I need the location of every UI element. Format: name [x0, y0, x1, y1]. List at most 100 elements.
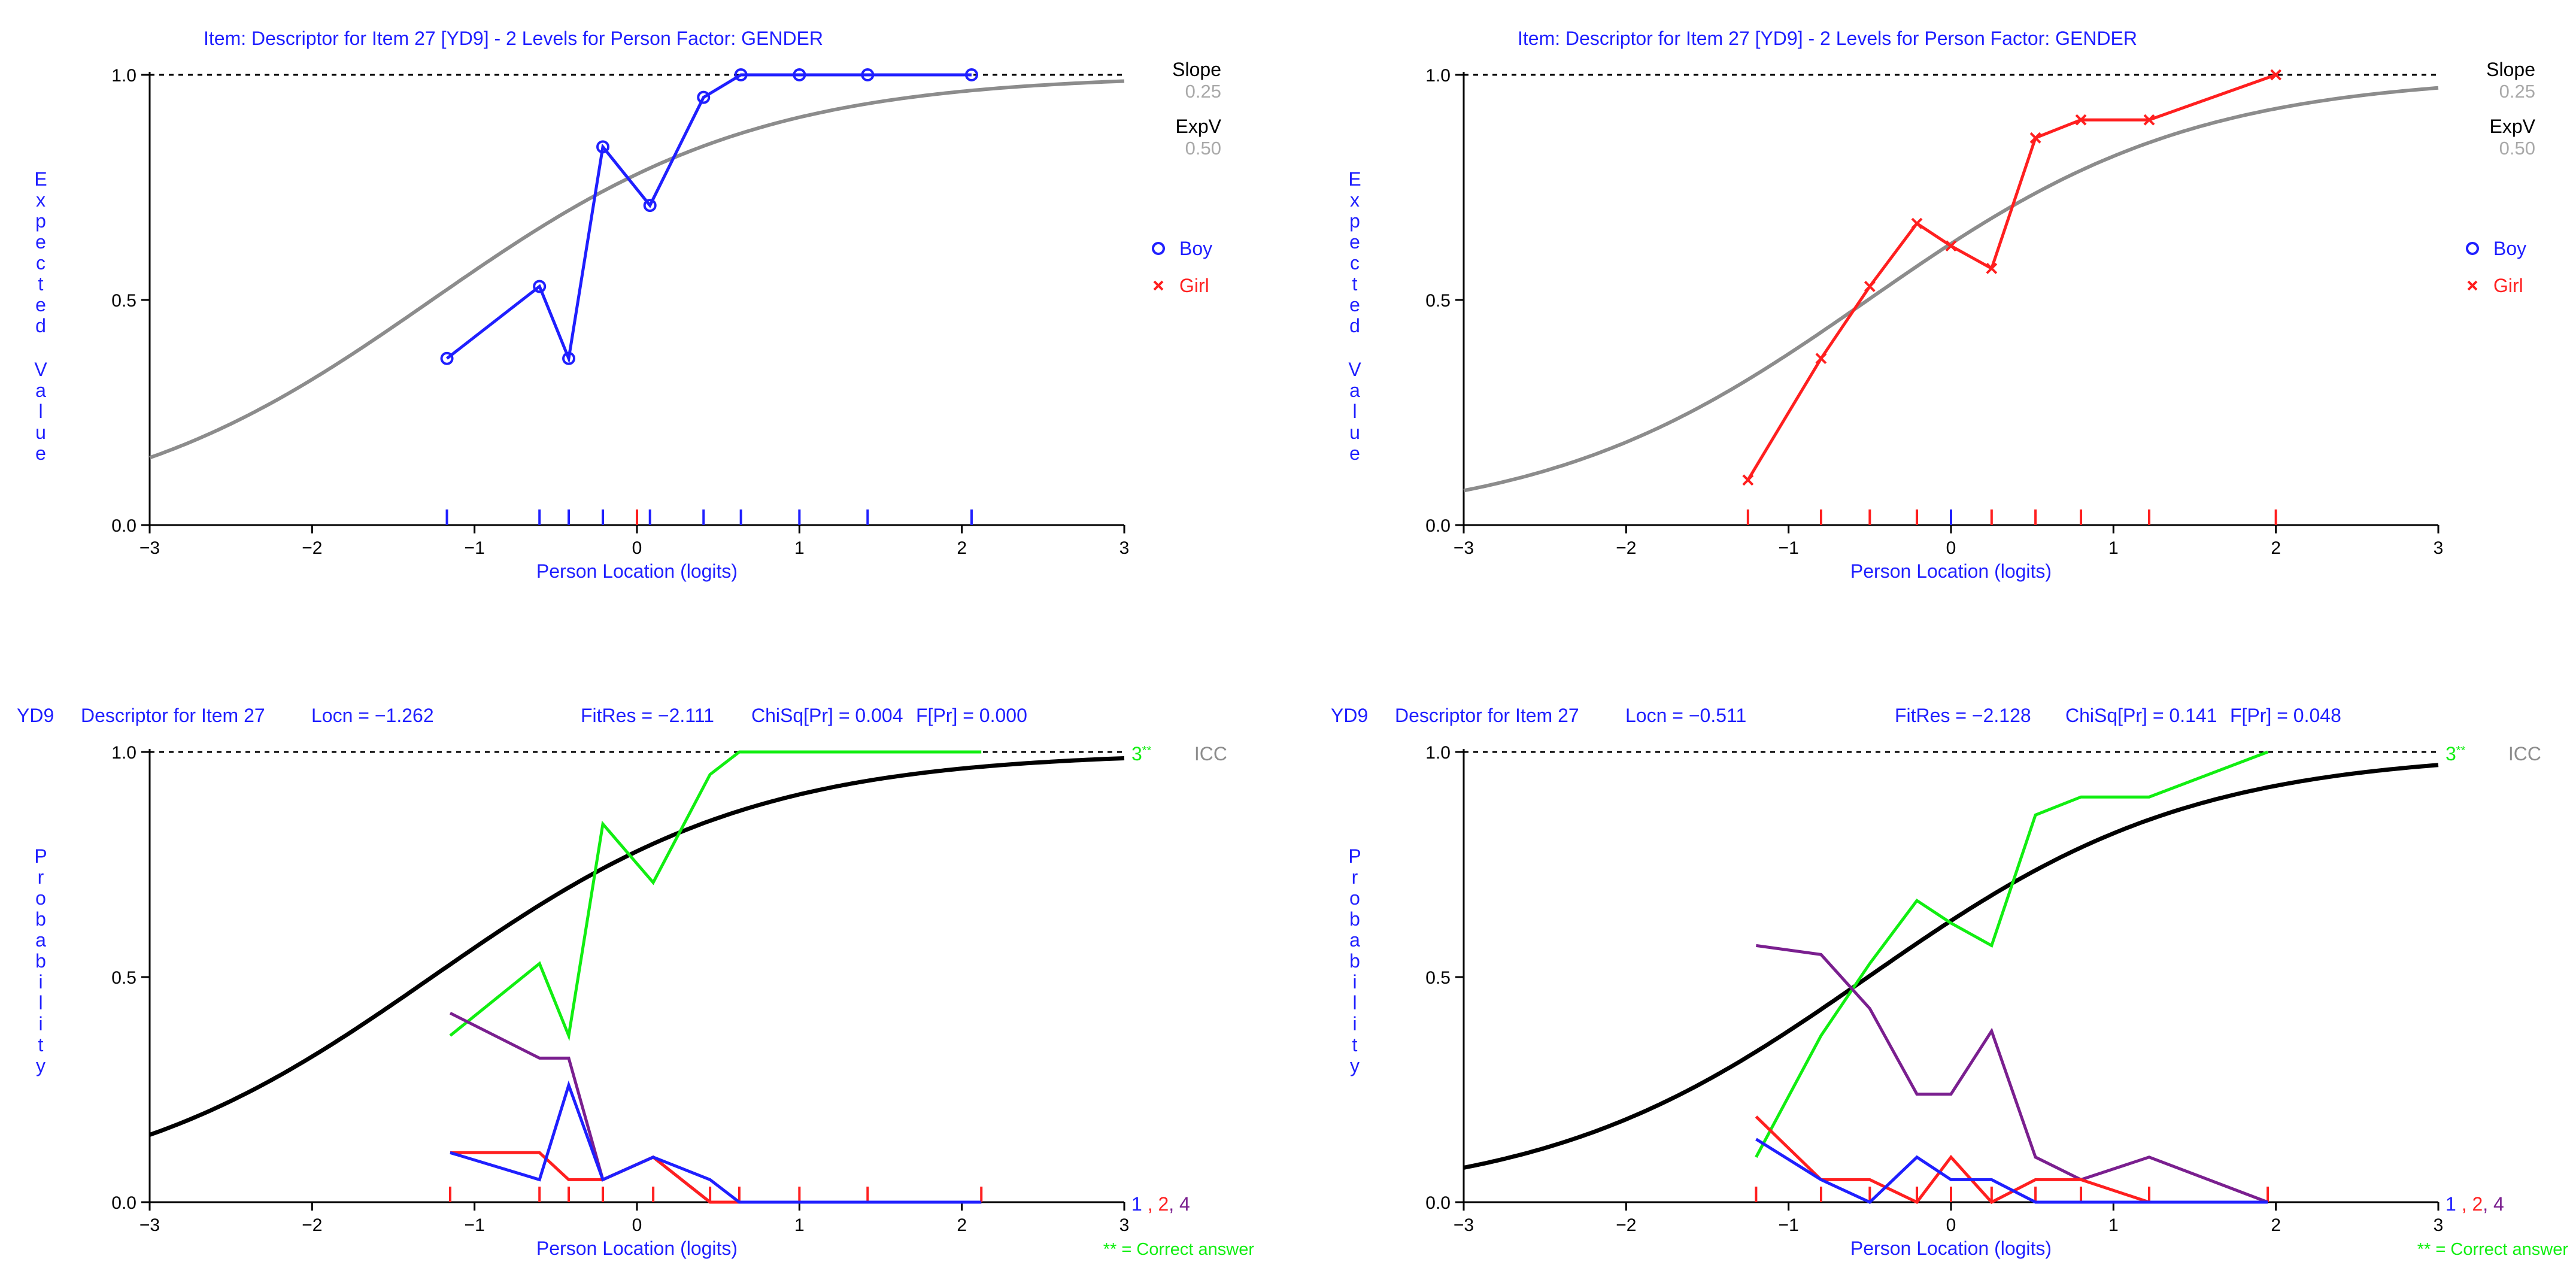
y-tick-label: 0.0 [111, 516, 136, 536]
expected-curve [1463, 86, 2439, 493]
series-line-1 [1755, 1138, 2268, 1204]
slope-label: Slope [2486, 59, 2535, 80]
x-tick-label: −2 [302, 538, 322, 558]
correct-answer-note: ** = Correct answer [2417, 1240, 2569, 1259]
expv-label: ExpV [1176, 116, 1222, 137]
chart-panel-tr: Item: Descriptor for Item 27 [YD9] - 2 L… [1348, 28, 2535, 582]
slope-value: 0.25 [2499, 81, 2535, 102]
y-tick-label: 1.0 [111, 66, 136, 86]
x-axis-label: Person Location (logits) [536, 1237, 738, 1259]
legend-label: Boy [1179, 238, 1212, 259]
data-point [2143, 114, 2155, 126]
data-point [2075, 114, 2087, 126]
data-point [533, 280, 547, 293]
x-tick-label: −3 [139, 538, 160, 558]
x-tick-label: −2 [1616, 1215, 1636, 1235]
x-tick-label: 3 [1119, 538, 1130, 558]
x-tick-label: −2 [1616, 538, 1636, 558]
expv-label: ExpV [2490, 116, 2536, 137]
data-point [2029, 132, 2041, 144]
fit-residual: FitRes = −2.111 [581, 705, 714, 726]
x-tick-label: 1 [794, 1215, 805, 1235]
data-point [1986, 262, 1998, 274]
y-tick-label: 0.5 [1425, 968, 1451, 988]
item-code: YD9 [17, 705, 54, 726]
expected-curve [148, 756, 1125, 1137]
data-point [1742, 474, 1754, 486]
y-tick-label: 0.5 [111, 291, 136, 311]
x-tick-label: 3 [1119, 1215, 1130, 1235]
slope-value: 0.25 [1185, 81, 1221, 102]
legend-label: Girl [2493, 275, 2523, 296]
icc-label: ICC [1194, 743, 1227, 765]
data-point [1911, 217, 1923, 229]
x-tick-label: −2 [302, 1215, 322, 1235]
series-line-3 [1755, 750, 2268, 1158]
expected-curve [1463, 763, 2439, 1170]
item-location: Locn = −0.511 [1625, 705, 1746, 726]
slope-label: Slope [1172, 59, 1221, 80]
y-tick-label: 1.0 [1425, 743, 1451, 763]
expected-curve [149, 79, 1125, 460]
x-tick-label: 1 [794, 538, 805, 558]
data-point [1815, 353, 1827, 365]
chart-panel-tl: Item: Descriptor for Item 27 [YD9] - 2 L… [34, 28, 1221, 582]
data-point [440, 351, 454, 365]
data-point [596, 140, 610, 154]
category-label-correct: 3** [1131, 743, 1152, 765]
f-prob: F[Pr] = 0.048 [2230, 705, 2341, 726]
x-tick-label: 2 [2271, 538, 2281, 558]
y-tick-label: 0.0 [1425, 1193, 1451, 1213]
correct-answer-note: ** = Correct answer [1103, 1240, 1255, 1259]
x-tick-label: 0 [632, 538, 642, 558]
legend-marker [1152, 242, 1165, 255]
series-line-4 [1756, 944, 2268, 1204]
data-point [793, 68, 806, 81]
data-point [2270, 69, 2282, 81]
x-tick-label: −3 [1454, 1215, 1474, 1235]
series-line-3 [449, 750, 982, 1042]
icc-label: ICC [2508, 743, 2541, 765]
data-point [1864, 281, 1876, 292]
x-axis-label: Person Location (logits) [536, 560, 738, 582]
x-tick-label: 2 [957, 538, 967, 558]
x-tick-label: 1 [2108, 538, 2119, 558]
data-point [1945, 240, 1957, 252]
y-tick-label: 0.5 [111, 968, 136, 988]
legend-label: Girl [1179, 275, 1209, 296]
y-tick-label: 1.0 [1425, 66, 1451, 86]
chart-title: Item: Descriptor for Item 27 [YD9] - 2 L… [1518, 28, 2137, 49]
x-tick-label: 2 [957, 1215, 967, 1235]
y-tick-label: 0.5 [1425, 291, 1451, 311]
x-tick-label: −1 [465, 538, 485, 558]
x-tick-label: 3 [2434, 1215, 2444, 1235]
data-point [734, 68, 748, 81]
legend-marker [2466, 242, 2479, 255]
chart-title: Item: Descriptor for Item 27 [YD9] - 2 L… [204, 28, 823, 49]
x-tick-label: −1 [1779, 1215, 1799, 1235]
series-line-boy [445, 73, 972, 365]
fit-residual: FitRes = −2.128 [1895, 705, 2031, 726]
x-tick-label: −3 [139, 1215, 160, 1235]
x-tick-label: −3 [1454, 538, 1474, 558]
expv-value: 0.50 [1185, 138, 1221, 159]
x-tick-label: 2 [2271, 1215, 2281, 1235]
series-line-4 [449, 1011, 982, 1204]
y-tick-label: 0.0 [111, 1193, 136, 1213]
y-tick-label: 1.0 [111, 743, 136, 763]
x-axis-label: Person Location (logits) [1850, 1237, 2052, 1259]
chart-panel-bl: YD9 Descriptor for Item 27 Locn = −1.262 Fi… [17, 705, 1254, 1259]
x-tick-label: −1 [465, 1215, 485, 1235]
x-tick-label: 3 [2434, 538, 2444, 558]
x-tick-label: 0 [1946, 1215, 1956, 1235]
y-tick-label: 0.0 [1425, 516, 1451, 536]
x-axis-label: Person Location (logits) [1850, 560, 2052, 582]
expv-value: 0.50 [2499, 138, 2535, 159]
data-point [861, 68, 875, 81]
x-tick-label: 0 [632, 1215, 642, 1235]
legend-marker [2467, 280, 2478, 291]
